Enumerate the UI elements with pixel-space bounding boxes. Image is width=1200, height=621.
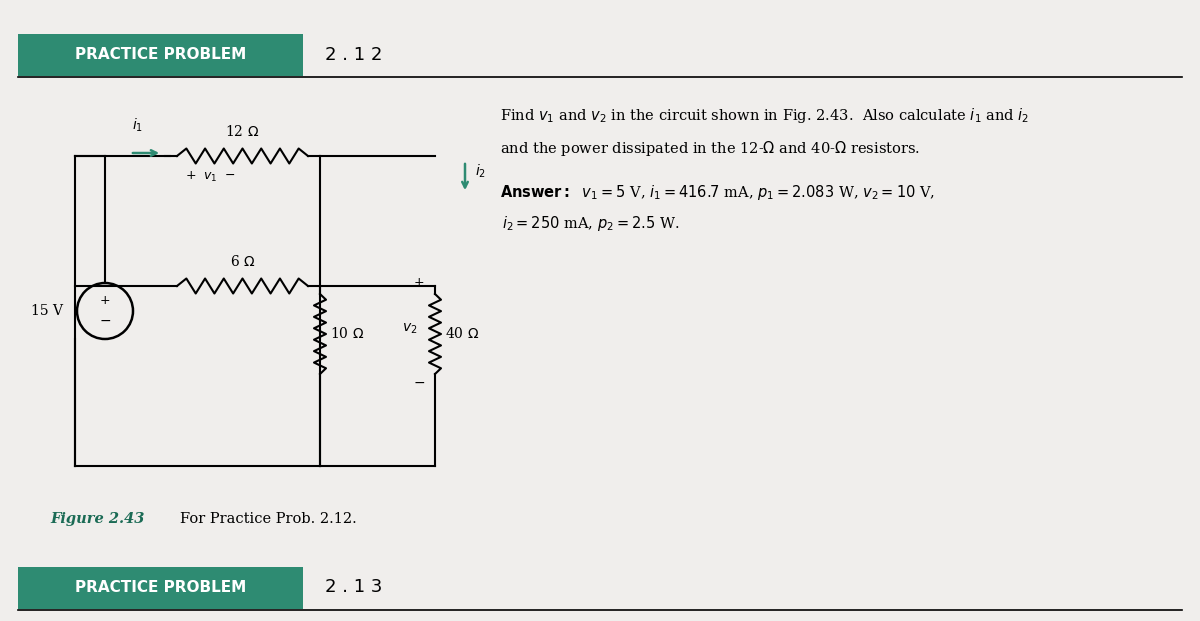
- Text: +: +: [414, 276, 425, 289]
- Text: −: −: [413, 376, 425, 390]
- Text: Find $v_1$ and $v_2$ in the circuit shown in Fig. 2.43.  Also calculate $i_1$ an: Find $v_1$ and $v_2$ in the circuit show…: [500, 106, 1030, 125]
- Text: −: −: [100, 314, 110, 328]
- Text: $\mathbf{Answer:}$  $v_1 = 5$ V, $i_1 = 416.7$ mA, $p_1 = 2.083$ W, $v_2 = 10$ V: $\mathbf{Answer:}$ $v_1 = 5$ V, $i_1 = 4…: [500, 183, 935, 202]
- Text: For Practice Prob. 2.12.: For Practice Prob. 2.12.: [180, 512, 356, 526]
- Text: $v_2$: $v_2$: [402, 322, 418, 336]
- Text: Figure 2.43: Figure 2.43: [50, 512, 144, 526]
- Text: and the power dissipated in the 12-$\Omega$ and 40-$\Omega$ resistors.: and the power dissipated in the 12-$\Ome…: [500, 139, 920, 158]
- Text: $i_1$: $i_1$: [132, 117, 143, 134]
- FancyBboxPatch shape: [18, 567, 302, 609]
- Text: $i_2 = 250$ mA, $p_2 = 2.5$ W.: $i_2 = 250$ mA, $p_2 = 2.5$ W.: [502, 214, 679, 233]
- Text: $i_2$: $i_2$: [475, 162, 486, 179]
- Text: 2 . 1 3: 2 . 1 3: [325, 579, 383, 597]
- Text: +: +: [100, 294, 110, 307]
- Text: 2 . 1 2: 2 . 1 2: [325, 45, 383, 63]
- Text: 12 $\Omega$: 12 $\Omega$: [226, 124, 259, 139]
- Text: PRACTICE PROBLEM: PRACTICE PROBLEM: [76, 580, 247, 595]
- Text: 6 $\Omega$: 6 $\Omega$: [230, 254, 256, 269]
- Text: 15 V: 15 V: [31, 304, 64, 318]
- Text: $+$  $v_1$  $-$: $+$ $v_1$ $-$: [185, 170, 236, 184]
- Text: 10 $\Omega$: 10 $\Omega$: [330, 327, 364, 342]
- Text: PRACTICE PROBLEM: PRACTICE PROBLEM: [76, 47, 247, 62]
- FancyBboxPatch shape: [18, 34, 302, 76]
- Text: 40 $\Omega$: 40 $\Omega$: [445, 327, 479, 342]
